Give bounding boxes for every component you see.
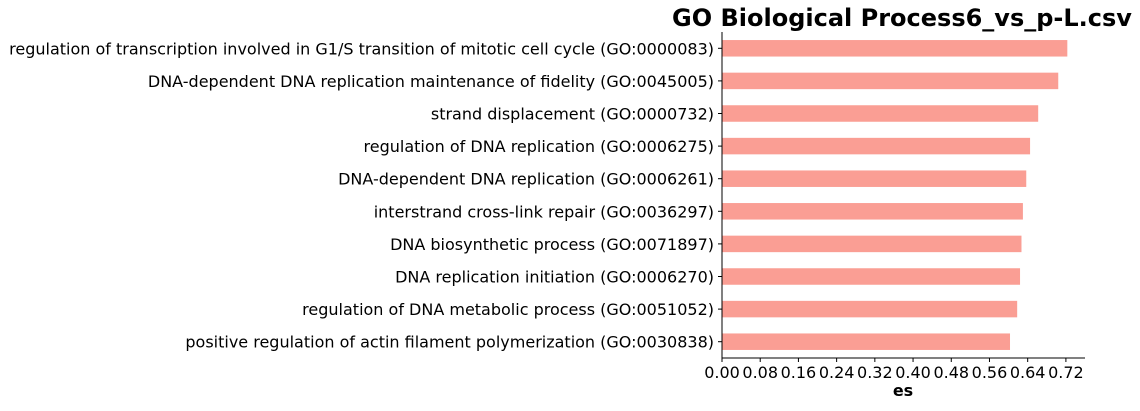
bar: [722, 235, 1022, 253]
bar: [722, 333, 1011, 350]
category-label: DNA-dependent DNA replication (GO:000626…: [338, 170, 714, 189]
category-label: regulation of DNA replication (GO:000627…: [364, 137, 714, 156]
x-tick-label: 0.24: [819, 363, 855, 382]
x-tick-label: 0.56: [972, 363, 1008, 382]
category-label: interstrand cross-link repair (GO:003629…: [374, 202, 714, 221]
bar: [722, 170, 1027, 187]
category-label: DNA replication initiation (GO:0006270): [395, 268, 714, 287]
bar: [722, 137, 1031, 155]
x-tick-label: 0.16: [781, 363, 817, 382]
category-label: DNA biosynthetic process (GO:0071897): [390, 235, 714, 254]
bar: [722, 72, 1059, 90]
bar: [722, 105, 1039, 122]
category-label: regulation of DNA metabolic process (GO:…: [302, 300, 714, 319]
bar: [722, 268, 1021, 285]
bars-group: [722, 40, 1068, 350]
x-tick-label: 0.32: [857, 363, 893, 382]
category-labels: regulation of transcription involved in …: [9, 39, 722, 352]
category-label: strand displacement (GO:0000732): [431, 105, 714, 124]
category-label: regulation of transcription involved in …: [9, 39, 714, 58]
x-tick-label: 0.48: [933, 363, 969, 382]
x-tick-label: 0.08: [742, 363, 778, 382]
x-tick-label: 0.40: [895, 363, 931, 382]
bar: [722, 203, 1023, 220]
x-axis-ticks: 0.00 0.08 0.16 0.24 0.32 0.40 0.48 0.56 0.64 0.72: [704, 358, 1084, 382]
category-label: positive regulation of actin filament po…: [185, 333, 714, 352]
x-tick-label: 0.72: [1048, 363, 1084, 382]
x-tick-label: 0.00: [704, 363, 740, 382]
chart-title: GO Biological Process6_vs_p-L.csv: [672, 4, 1132, 32]
bar: [722, 300, 1018, 318]
x-axis-title: es: [893, 381, 913, 400]
x-tick-label: 0.64: [1010, 363, 1046, 382]
bar: [722, 40, 1068, 57]
category-label: DNA-dependent DNA replication maintenanc…: [148, 72, 714, 91]
